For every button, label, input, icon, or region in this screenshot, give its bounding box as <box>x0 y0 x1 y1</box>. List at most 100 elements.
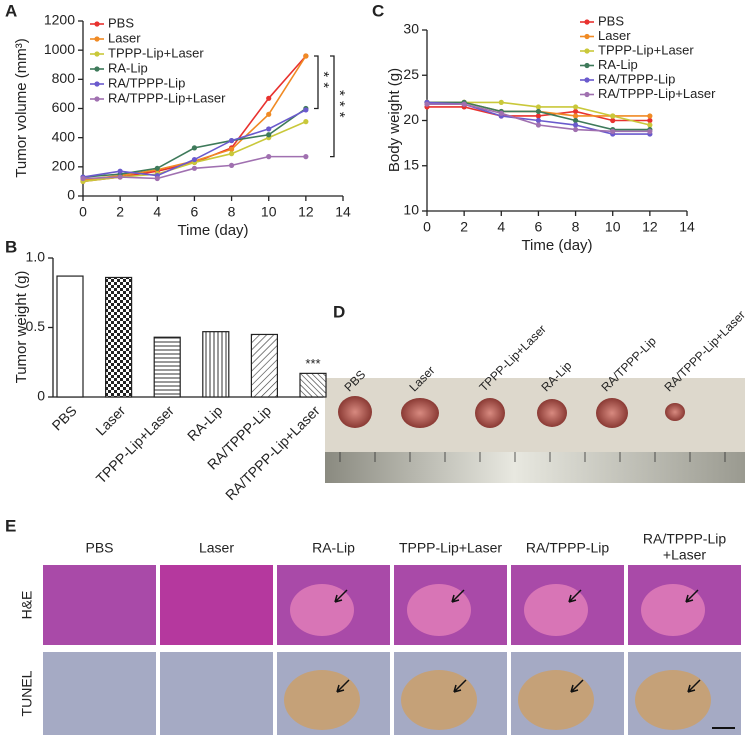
point <box>647 113 653 119</box>
x-tick-label: 14 <box>335 204 351 220</box>
column-label: RA-Lip <box>312 540 355 556</box>
point <box>154 175 160 182</box>
point <box>228 146 235 152</box>
legend-marker <box>94 96 100 102</box>
significance-label: *** <box>305 356 320 371</box>
point <box>572 108 579 115</box>
legend-marker <box>94 51 100 57</box>
point <box>535 113 542 119</box>
significance-bracket <box>330 55 335 158</box>
arrow <box>334 589 348 603</box>
y-tick-label: 20 <box>403 111 419 127</box>
point <box>535 122 542 128</box>
panel-letter: C <box>372 1 384 20</box>
legend-marker <box>584 33 590 40</box>
arrow <box>685 589 699 603</box>
row-label: H&E <box>19 591 35 620</box>
column-label: +Laser <box>663 547 707 563</box>
tunel-positive <box>518 670 594 730</box>
legend-marker <box>584 62 590 69</box>
significance-label: *** <box>331 90 348 123</box>
legend-marker <box>94 36 100 42</box>
point <box>572 122 579 128</box>
y-tick-label: 400 <box>52 128 76 144</box>
point <box>303 119 309 125</box>
y-axis-label: Body weight (g) <box>386 68 403 172</box>
arrow <box>451 589 465 603</box>
he-tile <box>160 565 273 645</box>
point <box>266 132 272 138</box>
point <box>303 53 309 59</box>
point <box>424 101 430 107</box>
y-tick-label: 10 <box>403 202 419 218</box>
x-tick-label: RA/TPPP-Lip+Laser <box>222 402 323 503</box>
legend-label: Laser <box>108 30 141 45</box>
legend-marker <box>584 19 590 25</box>
y-tick-label: 0 <box>37 388 45 404</box>
point <box>572 113 579 119</box>
legend-label: RA/TPPP-Lip+Laser <box>598 86 716 101</box>
point <box>191 156 198 163</box>
x-tick-label: Laser <box>92 402 128 438</box>
legend-label: RA-Lip <box>108 60 148 75</box>
arrow <box>568 589 582 603</box>
y-tick-label: 30 <box>403 21 419 37</box>
legend-label: PBS <box>108 15 134 30</box>
x-tick-label: 4 <box>497 219 505 235</box>
y-tick-label: 0.5 <box>26 318 46 334</box>
point <box>191 165 198 171</box>
y-tick-label: 25 <box>403 66 419 82</box>
point <box>610 117 616 124</box>
arrow <box>336 679 350 693</box>
he-necrosis <box>524 584 588 636</box>
y-axis-label: Tumor weight (g) <box>13 271 30 384</box>
legend-label: PBS <box>598 13 624 28</box>
x-axis-label: Time (day) <box>521 237 592 254</box>
x-tick-label: 0 <box>423 219 431 235</box>
arrow <box>570 679 584 693</box>
column-label: RA/TPPP-Lip <box>526 540 609 556</box>
arrow <box>687 679 701 693</box>
point <box>535 108 542 115</box>
legend-label: RA/TPPP-Lip+Laser <box>108 90 226 105</box>
tunel-tile <box>160 652 273 735</box>
significance-label: ** <box>315 71 332 93</box>
y-tick-label: 1.0 <box>26 249 46 265</box>
he-necrosis <box>641 584 705 636</box>
legend-label: Laser <box>598 28 631 43</box>
point <box>535 117 542 124</box>
y-tick-label: 600 <box>52 99 76 115</box>
bar <box>104 276 133 398</box>
point <box>572 104 579 110</box>
x-tick-label: 2 <box>460 219 468 235</box>
bar <box>299 372 327 398</box>
legend-marker <box>584 77 590 83</box>
x-tick-label: 0 <box>79 204 87 220</box>
point <box>535 104 542 110</box>
panel-letter: A <box>5 1 17 20</box>
legend-label: TPPP-Lip+Laser <box>108 45 204 60</box>
histology-grid <box>43 565 741 735</box>
legend-label: TPPP-Lip+Laser <box>598 42 694 57</box>
x-tick-label: 12 <box>298 204 314 220</box>
tunel-positive <box>284 670 360 730</box>
y-tick-label: 15 <box>403 156 419 172</box>
x-tick-label: 10 <box>605 219 621 235</box>
point <box>266 95 272 101</box>
arrow <box>453 679 467 693</box>
legend-marker <box>584 91 590 98</box>
point <box>117 174 123 180</box>
tunel-tile <box>43 652 156 735</box>
x-tick-label: 4 <box>153 204 161 220</box>
point <box>266 126 272 132</box>
x-tick-label: PBS <box>49 402 80 433</box>
point <box>572 117 579 124</box>
x-tick-label: 12 <box>642 219 658 235</box>
tunel-positive <box>635 670 711 730</box>
x-tick-label: 6 <box>191 204 199 220</box>
legend-label: RA/TPPP-Lip <box>598 71 675 86</box>
he-necrosis <box>290 584 354 636</box>
y-tick-label: 1000 <box>44 41 75 57</box>
point <box>117 168 123 174</box>
